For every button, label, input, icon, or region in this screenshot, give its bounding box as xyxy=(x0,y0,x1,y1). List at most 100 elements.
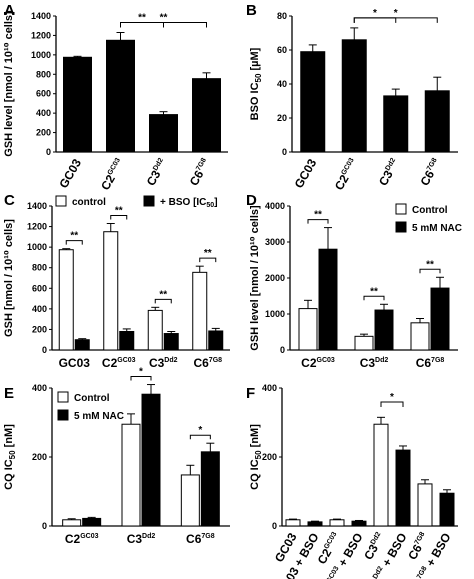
significance-marker: ** xyxy=(160,13,168,24)
y-axis-label: GSH level [nmol / 10¹⁰ cells] xyxy=(3,11,15,157)
significance-bracket xyxy=(120,22,207,28)
bar xyxy=(63,56,92,153)
category-label: C3Dd2 xyxy=(149,356,178,370)
y-tick-label: 1200 xyxy=(27,222,47,232)
category-label: GC03 xyxy=(59,356,91,370)
y-tick-label: 0 xyxy=(42,521,47,531)
significance-bracket xyxy=(130,376,152,381)
y-tick-label: 0 xyxy=(280,345,285,355)
panel-b: B 0 20 40 60 80 BSO IC50 [µM] GC03 C2GC03 C3Dd2 C6… xyxy=(246,2,458,193)
y-tick-label: 0 xyxy=(42,345,47,355)
significance-marker: * xyxy=(394,8,398,19)
bar xyxy=(329,519,345,527)
significance-bracket xyxy=(353,17,438,23)
bar xyxy=(106,39,135,153)
significance-marker: ** xyxy=(370,286,378,297)
significance-marker: * xyxy=(373,8,377,19)
bar xyxy=(373,423,389,527)
bar xyxy=(318,248,338,351)
bar xyxy=(410,322,430,351)
significance-marker: ** xyxy=(138,13,146,24)
y-tick-label: 4000 xyxy=(265,201,285,211)
bar xyxy=(298,308,318,351)
y-axis-label: CQ IC50 [nM] xyxy=(249,424,263,490)
bar xyxy=(300,51,326,153)
bar xyxy=(180,474,200,527)
bar xyxy=(141,393,161,527)
y-tick-label: 1200 xyxy=(31,30,51,40)
legend-label: Control xyxy=(412,205,448,216)
panel-label: C xyxy=(4,192,15,209)
legend-label: + BSO [IC50] xyxy=(160,197,218,209)
category-label: C3Dd2 xyxy=(144,156,170,188)
panel-label: B xyxy=(246,2,257,19)
bar xyxy=(119,330,135,351)
significance-bracket xyxy=(65,240,83,245)
significance-marker: ** xyxy=(70,231,78,242)
legend-swatch xyxy=(395,203,407,215)
category-label: C67G8 xyxy=(186,532,215,546)
bar xyxy=(383,95,409,153)
y-tick-label: 1000 xyxy=(265,309,285,319)
y-axis-label: BSO IC50 [µM] xyxy=(249,47,263,120)
legend: Control 5 mM NAC xyxy=(57,391,124,422)
bar xyxy=(58,249,74,351)
significance-marker: ** xyxy=(159,289,167,300)
y-tick-label: 400 xyxy=(262,383,277,393)
panel-a: A 0 200 400 600 800 1000 1200 1400 GSH level [nmo… xyxy=(3,2,228,193)
significance-bracket xyxy=(363,295,385,301)
y-tick-label: 200 xyxy=(36,128,51,138)
y-tick-label: 40 xyxy=(277,79,287,89)
bar xyxy=(62,519,82,527)
category-label: C2GC03 xyxy=(332,156,361,192)
legend-label: control xyxy=(72,197,106,208)
bar xyxy=(163,333,179,351)
y-axis-label: GSH [nmol / 10¹⁰ cells] xyxy=(3,219,15,337)
significance-marker: ** xyxy=(314,210,322,221)
category-label: C67G8 xyxy=(187,156,213,188)
significance-bracket xyxy=(154,298,172,304)
significance-marker: ** xyxy=(115,205,123,216)
significance-bracket xyxy=(189,434,211,440)
bar xyxy=(285,519,301,527)
y-axis-label: GSH level [nmol / 10¹⁰ cells] xyxy=(249,205,261,351)
category-label: C3Dd2 xyxy=(376,156,402,188)
bar xyxy=(395,449,411,527)
significance-bracket xyxy=(419,268,441,274)
y-tick-label: 0 xyxy=(272,521,277,531)
y-tick-label: 1400 xyxy=(27,201,47,211)
bar xyxy=(121,423,141,527)
category-label: C2GC03 xyxy=(98,156,127,192)
bar xyxy=(149,114,178,153)
category-label: C67G8 xyxy=(416,356,445,370)
y-tick-label: 600 xyxy=(32,283,47,293)
legend-swatch xyxy=(57,391,69,403)
y-tick-label: 80 xyxy=(277,11,287,21)
bar xyxy=(424,90,450,153)
significance-marker: * xyxy=(139,367,143,378)
y-tick-label: 1000 xyxy=(31,50,51,60)
panel-c: C 0 200 400 600 800 1000 1200 1400 GSH [nmol / 10… xyxy=(3,192,230,370)
panel-e: E 0 200 400 CQ IC50 [nM] C2GC03 C3Dd2 C67G8 * * Co… xyxy=(3,367,230,546)
panel-label: E xyxy=(4,385,14,402)
y-tick-label: 400 xyxy=(32,304,47,314)
significance-bracket xyxy=(380,401,404,407)
significance-bracket xyxy=(110,214,128,220)
y-tick-label: 1400 xyxy=(31,11,51,21)
legend-swatch xyxy=(395,221,407,233)
bar xyxy=(200,451,220,527)
category-label: C2GC03 xyxy=(102,356,136,370)
bar xyxy=(354,335,374,351)
panel-d: D 0 1000 2000 3000 4000 GSH level [nmol / 10¹⁰… xyxy=(246,192,462,370)
y-axis-label: CQ IC50 [nM] xyxy=(3,424,17,490)
legend: Control 5 mM NAC xyxy=(395,203,462,234)
y-tick-label: 200 xyxy=(32,324,47,334)
bar xyxy=(351,520,367,527)
bar xyxy=(374,309,394,351)
legend-label: Control xyxy=(74,393,110,404)
category-label: C3Dd2 xyxy=(127,532,156,546)
y-tick-label: 400 xyxy=(36,108,51,118)
bar xyxy=(430,287,450,351)
bar xyxy=(417,483,433,527)
